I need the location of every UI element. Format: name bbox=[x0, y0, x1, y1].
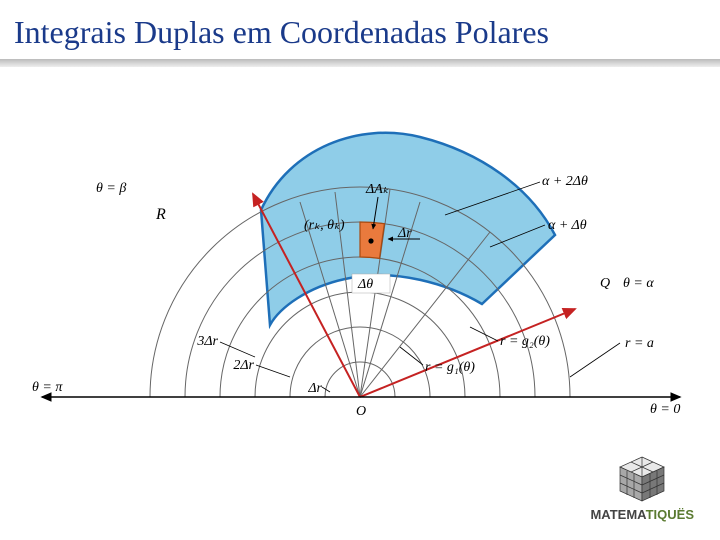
label-1dr: Δr bbox=[307, 381, 322, 396]
conn-ra bbox=[570, 343, 620, 377]
label-R: R bbox=[155, 206, 166, 223]
brand-logo: MATEMATIQUËS bbox=[590, 455, 694, 522]
label-2dr: 2Δr bbox=[233, 358, 254, 373]
diagram-svg: θ = β Q θ = α θ = 0 θ = π R O ΔAₖ (rₖ, θ… bbox=[0, 67, 720, 467]
tick3 bbox=[220, 342, 255, 357]
tick2 bbox=[256, 365, 290, 377]
label-Q: Q bbox=[600, 276, 610, 291]
logo-text: MATEMATIQUËS bbox=[590, 507, 694, 522]
label-dAk: ΔAₖ bbox=[365, 182, 390, 197]
label-theta-beta: θ = β bbox=[96, 181, 126, 196]
label-theta-alpha: θ = α bbox=[623, 276, 654, 291]
conn-g2 bbox=[470, 327, 498, 341]
label-rk-thetak: (rₖ, θₖ) bbox=[304, 218, 345, 233]
logo-colored: TIQUËS bbox=[646, 507, 694, 522]
label-alpha-2d: α + 2Δθ bbox=[542, 174, 588, 189]
rk-thetak-point bbox=[368, 238, 373, 243]
cube-icon bbox=[614, 455, 670, 503]
label-theta-pi: θ = π bbox=[32, 380, 63, 395]
label-3dr: 3Δr bbox=[196, 334, 218, 349]
label-theta-0: θ = 0 bbox=[650, 402, 680, 417]
label-dr: Δr bbox=[397, 226, 412, 241]
title-underline bbox=[0, 59, 720, 67]
label-ra: r = a bbox=[625, 336, 654, 351]
label-dtheta: Δθ bbox=[357, 277, 373, 292]
label-alpha-d: α + Δθ bbox=[548, 218, 587, 233]
page-title: Integrais Duplas em Coordenadas Polares bbox=[0, 0, 720, 57]
label-g2: r = g₂(θ) bbox=[500, 334, 550, 349]
ray-alpha bbox=[360, 309, 575, 397]
logo-plain: MATEMA bbox=[590, 507, 645, 522]
label-O: O bbox=[356, 404, 366, 419]
label-g1: r = g₁(θ) bbox=[425, 360, 475, 375]
polar-diagram: θ = β Q θ = α θ = 0 θ = π R O ΔAₖ (rₖ, θ… bbox=[0, 67, 720, 467]
